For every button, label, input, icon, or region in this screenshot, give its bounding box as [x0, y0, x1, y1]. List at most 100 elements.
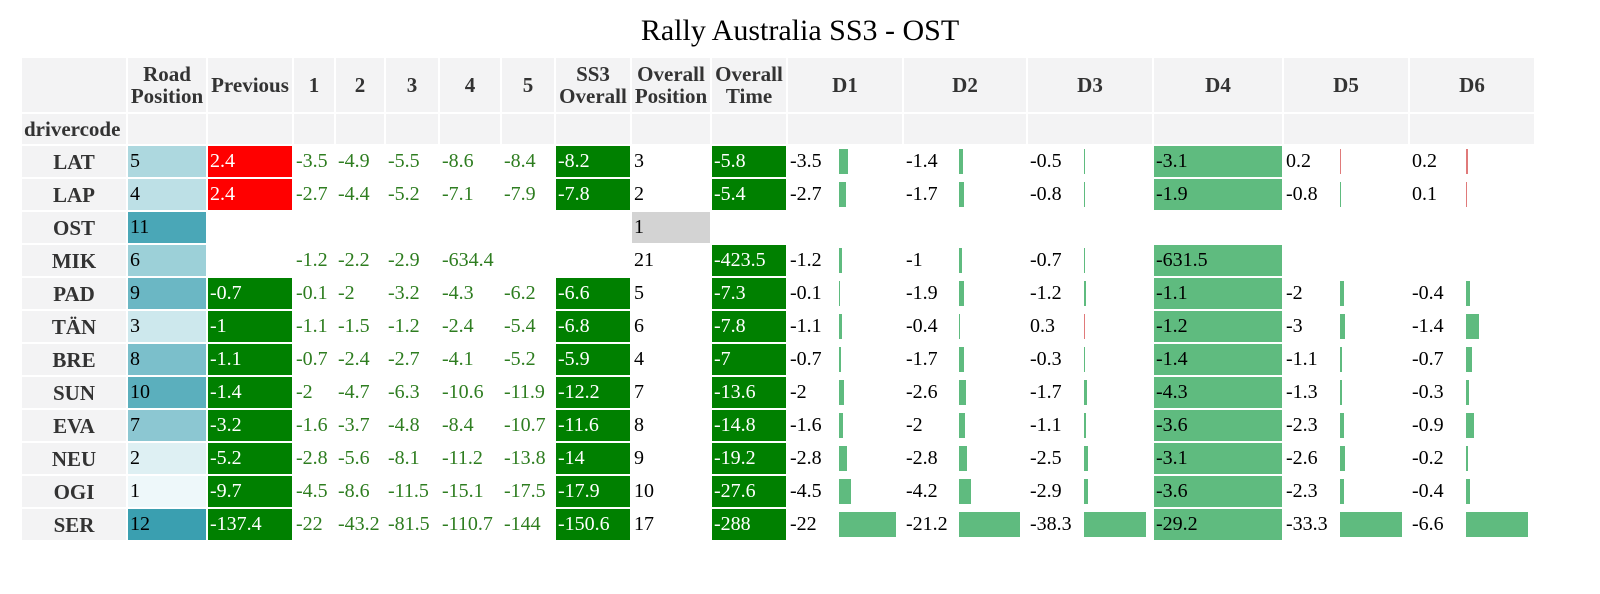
- diff-bar: [1339, 347, 1342, 372]
- road-position-cell: 5: [128, 146, 206, 177]
- table-row[interactable]: OST 11 1: [22, 212, 1534, 243]
- overall-time-cell: -5.4: [712, 179, 786, 210]
- diff-bar: [1339, 281, 1344, 306]
- stage-split-cell: -2.7: [296, 183, 328, 205]
- column-header[interactable]: 5: [502, 58, 554, 112]
- diff-value: -29.2: [1156, 513, 1198, 535]
- column-header-blank: [336, 114, 384, 144]
- driver-code: EVA: [22, 410, 126, 441]
- diff-value: -1.1: [1156, 282, 1188, 304]
- diff-bar: [1465, 149, 1468, 174]
- diff-cell: -2.6: [904, 377, 1026, 408]
- diff-value: -0.1: [790, 282, 822, 304]
- column-header[interactable]: D1: [788, 58, 902, 112]
- table-row[interactable]: TÄN 3 -1 -1.1 -1.5 -1.2 -2.4 -5.4 -6.8 6 -7.8 -1.1-…: [22, 311, 1534, 342]
- table-row[interactable]: OGI 1 -9.7 -4.5 -8.6 -11.5 -15.1 -17.5 -17.9 10 -2…: [22, 476, 1534, 507]
- column-header[interactable]: Overall Position: [632, 58, 710, 112]
- column-header[interactable]: 1: [294, 58, 334, 112]
- stage-split-cell: -3.2: [388, 282, 420, 304]
- column-header[interactable]: SS3 Overall: [556, 58, 630, 112]
- diff-cell: -1.1: [1154, 278, 1282, 309]
- stage-split-cell: -22: [296, 513, 323, 535]
- column-header[interactable]: Previous: [208, 58, 292, 112]
- ss3-overall-cell: [556, 245, 630, 276]
- diff-value: -0.8: [1286, 183, 1318, 205]
- stage-split-cell: -0.1: [296, 282, 328, 304]
- stage-split-cell: [502, 245, 554, 276]
- diff-value: -1.2: [790, 249, 822, 271]
- column-header-row: Road Position Previous 1 2 3 4 5 SS3 Overall Ove…: [22, 58, 1534, 112]
- table-row[interactable]: MIK 6 -1.2 -2.2 -2.9 -634.4 21 -423.5 -1.2 -1 -0.7…: [22, 245, 1534, 276]
- table-row[interactable]: PAD 9 -0.7 -0.1 -2 -3.2 -4.3 -6.2 -6.6 5 -7.3 -0.1-…: [22, 278, 1534, 309]
- column-header[interactable]: 2: [336, 58, 384, 112]
- road-position-cell: 2: [128, 443, 206, 474]
- diff-cell: -2: [904, 410, 1026, 441]
- diff-value: -6.6: [1412, 513, 1444, 535]
- column-header-blank: [440, 114, 500, 144]
- diff-value: -1.4: [1156, 348, 1188, 370]
- diff-cell: -1.2: [1028, 278, 1152, 309]
- diff-value: -1.7: [906, 348, 938, 370]
- diff-bar: [1465, 314, 1479, 339]
- previous-cell: -1.1: [208, 344, 292, 375]
- column-header[interactable]: 4: [440, 58, 500, 112]
- diff-value: -38.3: [1030, 513, 1072, 535]
- table-row[interactable]: SER 12 -137.4 -22 -43.2 -81.5 -110.7 -144 -150.6…: [22, 509, 1534, 540]
- diff-value: -1.2: [1156, 315, 1188, 337]
- column-header[interactable]: D2: [904, 58, 1026, 112]
- index-header-blank: [22, 58, 126, 112]
- diff-bar: [839, 149, 849, 174]
- diff-value: 0.3: [1030, 315, 1055, 337]
- road-position-cell: 3: [128, 311, 206, 342]
- stage-split-cell: -13.8: [504, 447, 546, 469]
- driver-code: PAD: [22, 278, 126, 309]
- ss3-overall-cell: -150.6: [556, 509, 630, 540]
- column-header[interactable]: 3: [386, 58, 438, 112]
- previous-cell: -5.2: [208, 443, 292, 474]
- overall-position-cell: 9: [634, 447, 644, 469]
- overall-time-cell: -7.8: [712, 311, 786, 342]
- diff-bar: [1083, 182, 1086, 207]
- diff-cell: -1.3: [1284, 377, 1408, 408]
- overall-time-cell: -5.8: [712, 146, 786, 177]
- diff-cell: -1.1: [788, 311, 902, 342]
- column-header[interactable]: D4: [1154, 58, 1282, 112]
- table-row[interactable]: LAP 4 2.4 -2.7 -4.4 -5.2 -7.1 -7.9 -7.8 2 -5.4 -2.7…: [22, 179, 1534, 210]
- diff-bar: [958, 347, 964, 372]
- diff-cell: -3.6: [1154, 476, 1282, 507]
- diff-bar: [1083, 314, 1085, 339]
- diff-value: 0.1: [1412, 183, 1437, 205]
- column-header[interactable]: D5: [1284, 58, 1408, 112]
- road-position-cell: 6: [128, 245, 206, 276]
- column-header[interactable]: Overall Time: [712, 58, 786, 112]
- table-row[interactable]: NEU 2 -5.2 -2.8 -5.6 -8.1 -11.2 -13.8 -14 9 -19.2-…: [22, 443, 1534, 474]
- index-label: drivercode: [22, 114, 126, 144]
- diff-value: -3.1: [1156, 150, 1188, 172]
- diff-value: -3.6: [1156, 480, 1188, 502]
- column-header-blank: [1284, 114, 1408, 144]
- table-row[interactable]: EVA 7 -3.2 -1.6 -3.7 -4.8 -8.4 -10.7 -11.6 8 -14.8…: [22, 410, 1534, 441]
- table-row[interactable]: LAT 5 2.4 -3.5 -4.9 -5.5 -8.6 -8.4 -8.2 3 -5.8 -3.5…: [22, 146, 1534, 177]
- diff-cell: -2.8: [788, 443, 902, 474]
- diff-value: -0.4: [1412, 480, 1444, 502]
- column-header[interactable]: D6: [1410, 58, 1534, 112]
- diff-cell: -0.3: [1028, 344, 1152, 375]
- stage-split-cell: -11.9: [504, 381, 545, 403]
- diff-cell: -29.2: [1154, 509, 1282, 540]
- stage-split-cell: [502, 212, 554, 243]
- table-row[interactable]: SUN 10 -1.4 -2 -4.7 -6.3 -10.6 -11.9 -12.2 7 -13.6…: [22, 377, 1534, 408]
- diff-value: -2.8: [906, 447, 938, 469]
- diff-value: -2.5: [1030, 447, 1062, 469]
- diff-value: -22: [790, 513, 817, 535]
- diff-bar: [1465, 512, 1528, 537]
- overall-time-cell: -27.6: [712, 476, 786, 507]
- column-header[interactable]: Road Position: [128, 58, 206, 112]
- diff-bar: [1465, 479, 1470, 504]
- column-header[interactable]: D3: [1028, 58, 1152, 112]
- diff-value: -3.6: [1156, 414, 1188, 436]
- stage-split-cell: -1.2: [388, 315, 420, 337]
- diff-cell: -38.3: [1028, 509, 1152, 540]
- diff-cell: -21.2: [904, 509, 1026, 540]
- diff-value: -0.4: [1412, 282, 1444, 304]
- table-row[interactable]: BRE 8 -1.1 -0.7 -2.4 -2.7 -4.1 -5.2 -5.9 4 -7 -0.7-…: [22, 344, 1534, 375]
